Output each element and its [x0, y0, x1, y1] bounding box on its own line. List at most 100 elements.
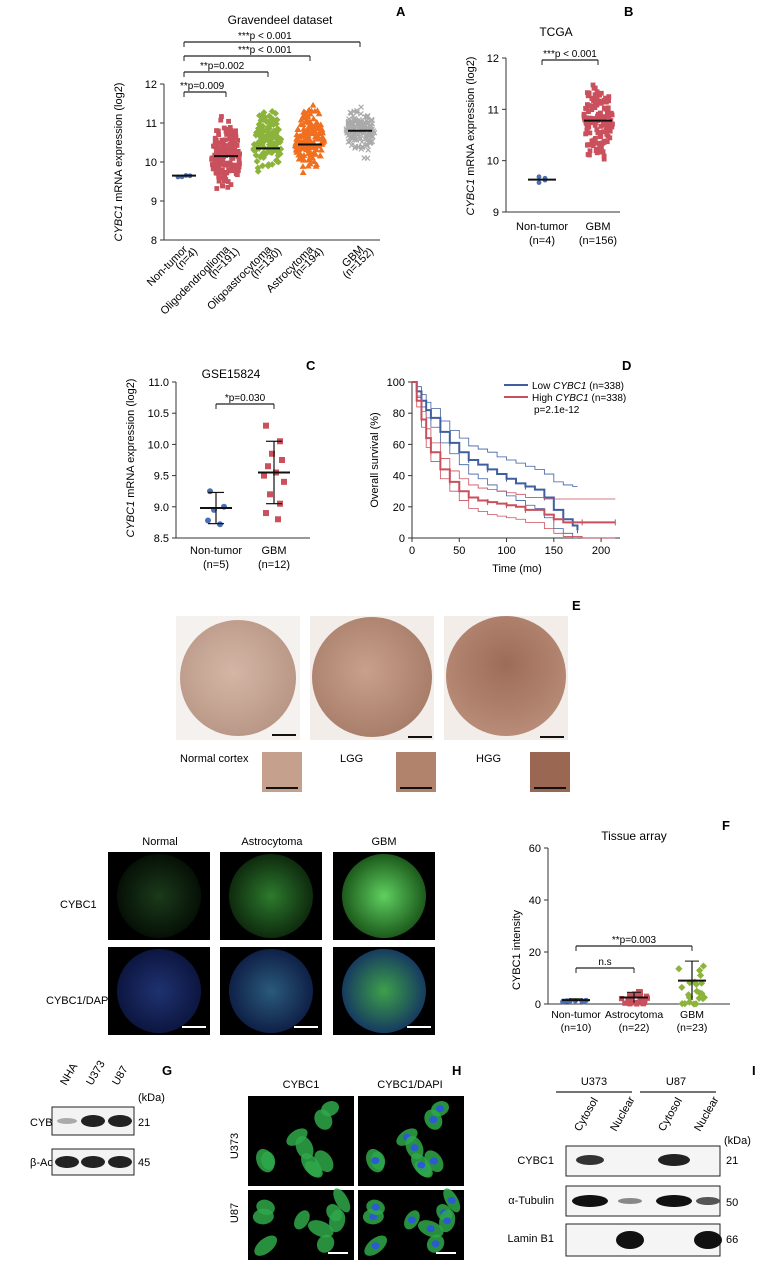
data-point: [297, 116, 305, 123]
nucleus: [410, 1144, 419, 1152]
data-point: [281, 478, 287, 485]
data-point: [263, 510, 269, 517]
data-point: [625, 998, 631, 1004]
y-axis-label-d: Overall survival (%): [369, 412, 381, 507]
data-point: [590, 143, 596, 149]
data-point: [274, 125, 281, 133]
y-tick-label: 10.0: [148, 439, 169, 451]
marker-stroke: [362, 114, 369, 120]
data-point: [205, 517, 211, 524]
data-point: [590, 140, 596, 146]
data-point: [258, 125, 265, 133]
marker-stroke: [367, 122, 373, 128]
data-point: [604, 131, 610, 137]
marker-stroke: [368, 139, 374, 146]
data-point: [343, 127, 350, 134]
data-point: [220, 183, 225, 189]
data-point: [235, 138, 240, 143]
data-point: [222, 162, 227, 168]
data-point: [369, 133, 376, 140]
y-tick-label: 0: [399, 533, 405, 545]
data-point: [252, 131, 260, 139]
y-tick-label: 80: [393, 408, 405, 420]
cell-images-h: [252, 1101, 461, 1256]
data-point: [628, 997, 634, 1003]
band-label-cybc1: CYBC1: [517, 1155, 554, 1167]
data-point: [641, 999, 648, 1006]
data-point: [605, 113, 611, 119]
fraction-label: Cytosol: [572, 1096, 601, 1134]
lane-label-nha: NHA: [58, 1061, 80, 1088]
data-point: [260, 109, 268, 116]
data-point: [299, 163, 307, 169]
tissue-label-normal: Normal cortex: [180, 753, 249, 765]
data-point: [259, 162, 267, 170]
data-point: [607, 128, 613, 134]
y-axis-label-b: CYBC1 mRNA expression (log2): [465, 57, 477, 216]
column-label-astrocytoma: Astrocytoma: [241, 836, 303, 848]
marker-stroke: [351, 117, 357, 124]
x-tick-label: Non-tumor: [551, 1009, 601, 1021]
data-points-c: [200, 422, 290, 528]
y-tick-label: 11.0: [148, 377, 169, 389]
column-label-normal: Normal: [142, 836, 177, 848]
data-point: [345, 132, 352, 139]
data-point: [268, 133, 275, 141]
data-point: [310, 158, 318, 165]
data-point: [315, 110, 323, 117]
data-point: [311, 107, 319, 114]
panel-e: E Normal cortex LGG HGG: [176, 598, 581, 792]
tma-core-lgg: [312, 617, 432, 737]
data-point: [252, 151, 260, 159]
data-point: [353, 107, 360, 114]
nucleus: [431, 1240, 440, 1248]
significance-label: ***p < 0.001: [238, 45, 292, 56]
nucleus: [429, 1116, 438, 1124]
data-point: [630, 1000, 636, 1006]
data-point: [368, 116, 375, 123]
data-point: [637, 989, 643, 995]
data-point: [699, 962, 708, 970]
data-point: [599, 141, 604, 147]
data-point: [598, 100, 604, 106]
x-tick-label: 0: [409, 545, 415, 557]
data-point: [312, 133, 319, 140]
data-point: [597, 92, 602, 98]
panel-label-f: F: [722, 818, 730, 833]
significance-label: **p=0.009: [180, 81, 225, 92]
x-tick-label: (n=4): [529, 235, 555, 247]
cell: [256, 1199, 275, 1215]
panel-c: C GSE15824 CYBC1 mRNA expression (log2) …: [125, 358, 316, 571]
data-point: [598, 147, 604, 153]
data-point: [352, 145, 358, 151]
chart-title-b: TCGA: [539, 25, 572, 39]
data-point: [605, 127, 611, 133]
kda-tubulin: 50: [726, 1197, 738, 1209]
data-point: [345, 122, 352, 128]
tissue-label-lgg: LGG: [340, 753, 363, 765]
y-tick-label: 20: [529, 947, 541, 959]
data-point: [218, 117, 224, 123]
x-tick-label: (n=23): [677, 1022, 708, 1034]
data-point: [228, 127, 234, 133]
band: [81, 1115, 105, 1127]
significance-label: ***p < 0.001: [238, 31, 292, 42]
data-point: [260, 154, 267, 161]
data-point: [606, 110, 612, 116]
ci-lower-0: [412, 381, 578, 539]
marker-stroke: [357, 135, 364, 142]
significance-label: **p=0.002: [200, 61, 245, 72]
data-point: [583, 105, 588, 111]
data-point: [601, 105, 607, 111]
data-point: [305, 119, 313, 126]
data-point: [226, 118, 231, 124]
kda-cybc1: 21: [726, 1155, 738, 1167]
data-point: [214, 186, 220, 191]
marker-stroke: [345, 132, 352, 139]
data-point: [259, 116, 267, 123]
row-label-cybc1: CYBC1: [60, 899, 97, 911]
marker-stroke: [364, 113, 371, 120]
data-point: [228, 135, 234, 140]
data-point: [264, 123, 272, 131]
